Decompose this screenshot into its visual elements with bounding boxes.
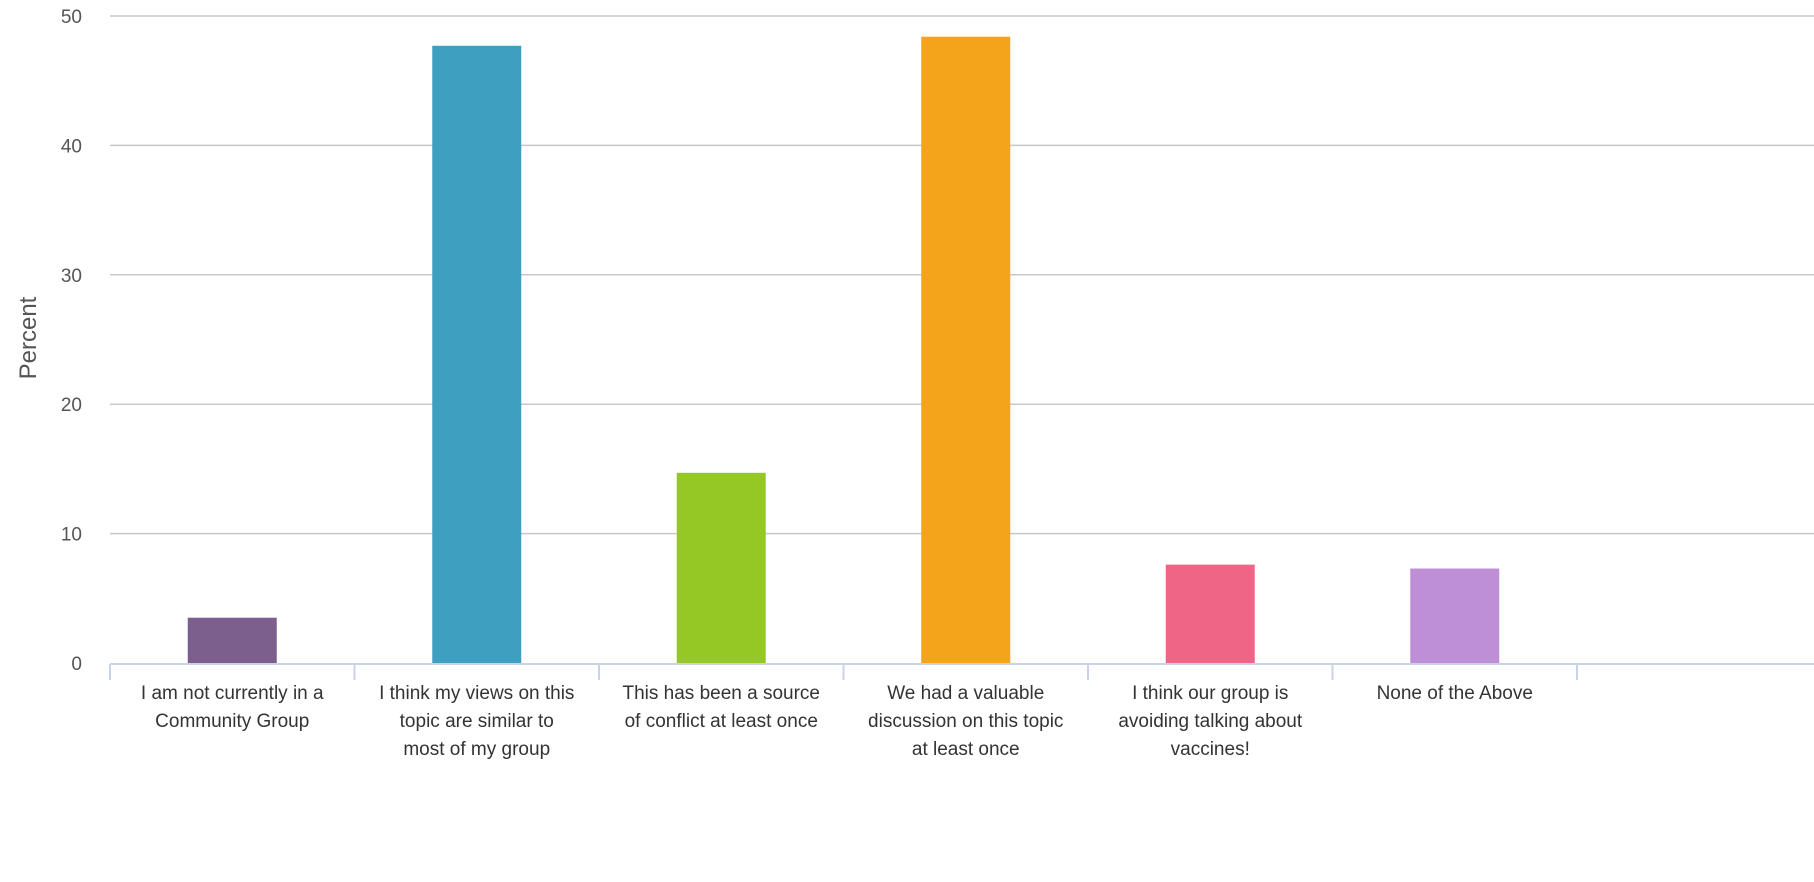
x-category-label: I think our group is avoiding talking abo… xyxy=(1118,683,1303,760)
y-tick-label: 50 xyxy=(61,7,82,28)
bar[interactable] xyxy=(1410,568,1500,663)
y-tick-label: 30 xyxy=(61,266,82,287)
x-category-label: None of the Above xyxy=(1377,683,1533,704)
y-tick-label: 10 xyxy=(61,525,82,546)
bars xyxy=(187,36,1500,664)
y-axis-ticks: 0 10 20 30 40 50 xyxy=(61,7,82,675)
x-category-label: I am not currently in a Community Group xyxy=(141,683,324,732)
x-axis-labels: I am not currently in a Community Group I … xyxy=(141,683,1533,760)
y-axis-title: Percent xyxy=(15,296,42,379)
x-axis xyxy=(109,663,1814,680)
y-tick-label: 0 xyxy=(71,654,82,675)
y-tick-label: 20 xyxy=(61,395,82,416)
x-category-label: We had a valuable discussion on this topi… xyxy=(868,683,1063,760)
x-category-label: I think my views on this topic are simila… xyxy=(379,683,574,760)
y-tick-label: 40 xyxy=(61,136,82,157)
x-category-label: This has been a source of conflict at lea… xyxy=(622,683,820,732)
bar[interactable] xyxy=(921,36,1011,664)
bar[interactable] xyxy=(187,617,277,663)
bar[interactable] xyxy=(1165,564,1255,663)
bar[interactable] xyxy=(676,472,766,663)
bar[interactable] xyxy=(432,45,522,663)
